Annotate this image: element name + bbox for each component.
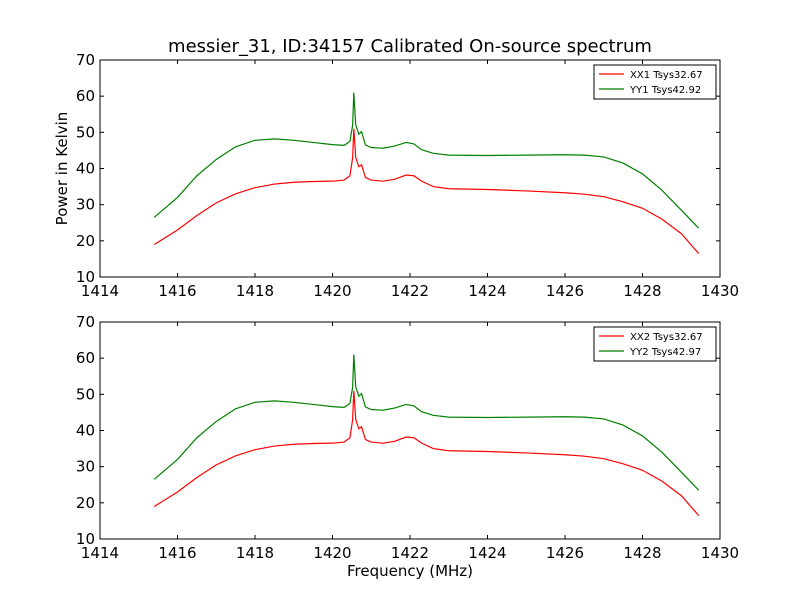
y-tick-label: 40	[76, 160, 95, 178]
x-axis-label: Frequency (MHz)	[347, 562, 473, 580]
y-tick-label: 60	[76, 349, 95, 367]
legend-label: XX1 Tsys32.67	[630, 70, 703, 81]
y-tick-label: 20	[76, 494, 95, 512]
x-tick-label: 1418	[236, 544, 274, 562]
y-tick-label: 70	[76, 51, 95, 69]
x-tick-label: 1424	[468, 544, 506, 562]
series-line-yy1	[153, 92, 700, 229]
x-tick-label: 1426	[546, 282, 584, 300]
legend-box	[593, 64, 717, 100]
x-tick-label: 1416	[158, 282, 196, 300]
x-tick-label: 1430	[701, 282, 739, 300]
x-tick-label: 1420	[313, 544, 351, 562]
legend: XX2 Tsys32.67 YY2 Tsys42.97	[593, 326, 717, 362]
bottom-plot-panel: 1414 1416 1418 1420 1422 1424 1426 1428 1430 10 20…	[76, 313, 739, 580]
y-tick-label: 50	[76, 123, 95, 141]
x-tick-label: 1422	[391, 282, 429, 300]
top-plot-panel: 1414 1416 1418 1420 1422 1424 1426 1428 1430 10 20…	[53, 51, 739, 300]
series-line-xx2	[153, 390, 700, 516]
x-tick-label: 1416	[158, 544, 196, 562]
y-tick-label: 60	[76, 87, 95, 105]
x-tick-label: 1418	[236, 282, 274, 300]
legend-label: XX2 Tsys32.67	[630, 332, 703, 343]
series-line-yy2	[153, 354, 700, 491]
legend-label: YY1 Tsys42.92	[629, 85, 701, 96]
x-tick-label: 1420	[313, 282, 351, 300]
y-tick-label: 40	[76, 422, 95, 440]
y-tick-label: 10	[76, 530, 95, 548]
y-tick-label: 20	[76, 232, 95, 250]
x-tick-label: 1414	[81, 544, 119, 562]
y-tick-label: 30	[76, 458, 95, 476]
y-tick-label: 70	[76, 313, 95, 331]
x-tick-label: 1430	[701, 544, 739, 562]
legend-label: YY2 Tsys42.97	[629, 347, 701, 358]
legend: XX1 Tsys32.67 YY1 Tsys42.92	[593, 64, 717, 100]
y-axis-label: Power in Kelvin	[53, 112, 71, 226]
x-tick-label: 1414	[81, 282, 119, 300]
x-tick-label: 1422	[391, 544, 429, 562]
chart-title: messier_31, ID:34157 Calibrated On-sourc…	[168, 36, 652, 57]
series-line-xx1	[153, 128, 700, 254]
y-tick-label: 30	[76, 196, 95, 214]
y-tick-label: 10	[76, 268, 95, 286]
x-tick-label: 1428	[623, 282, 661, 300]
x-tick-label: 1426	[546, 544, 584, 562]
legend-box	[593, 326, 717, 362]
y-tick-label: 50	[76, 385, 95, 403]
x-tick-label: 1424	[468, 282, 506, 300]
x-tick-label: 1428	[623, 544, 661, 562]
